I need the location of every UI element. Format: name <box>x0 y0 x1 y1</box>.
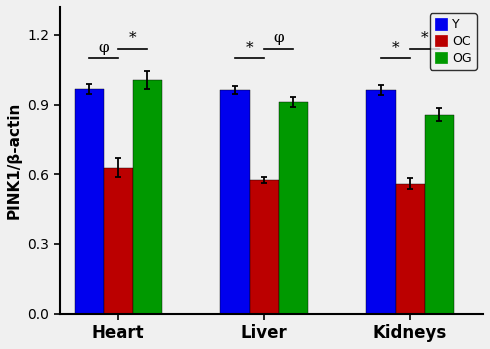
Text: φ: φ <box>273 31 284 45</box>
Bar <box>395 184 425 314</box>
Bar <box>367 90 395 314</box>
Y-axis label: PINK1/β-actin: PINK1/β-actin <box>7 102 22 219</box>
Bar <box>133 80 162 314</box>
Bar <box>220 90 249 314</box>
Bar <box>249 180 279 314</box>
Legend: Y, OC, OG: Y, OC, OG <box>430 13 477 70</box>
Text: *: * <box>129 31 137 45</box>
Bar <box>425 115 454 314</box>
Text: φ: φ <box>98 40 109 54</box>
Text: *: * <box>421 31 428 45</box>
Text: *: * <box>246 40 253 54</box>
Bar <box>74 89 104 314</box>
Text: *: * <box>392 40 399 54</box>
Bar <box>279 102 308 314</box>
Bar <box>104 168 133 314</box>
